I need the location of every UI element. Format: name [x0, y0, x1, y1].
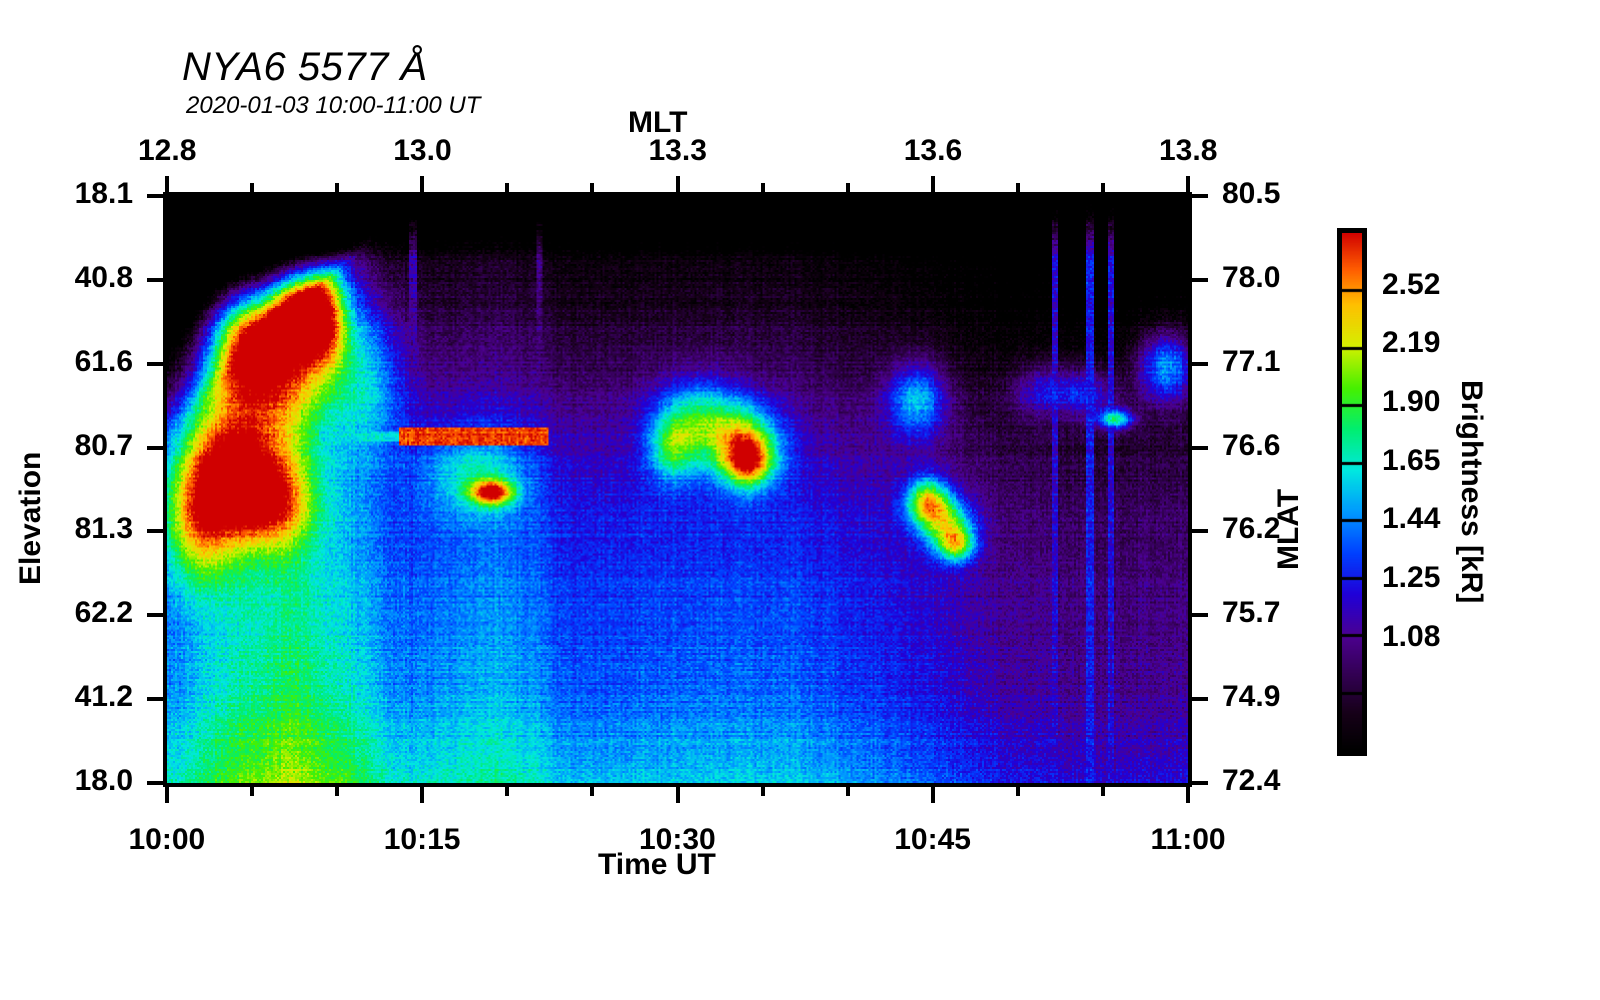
tick-mark	[147, 529, 165, 533]
time-axis-label: Time UT	[598, 848, 716, 881]
tick-mark	[147, 613, 165, 617]
tick-mark	[335, 785, 339, 796]
mlat-tick-label: 72.4	[1222, 764, 1281, 797]
mlt-tick-label: 13.3	[648, 134, 707, 167]
colorbar-tick-label: 2.52	[1382, 267, 1441, 301]
tick-mark	[1016, 785, 1020, 796]
time-tick-label: 10:00	[128, 823, 206, 856]
tick-mark	[420, 176, 424, 194]
tick-mark	[1190, 529, 1208, 533]
mlt-axis-label: MLT	[628, 106, 688, 139]
colorbar	[1337, 228, 1367, 756]
elevation-tick-label: 62.2	[74, 596, 133, 630]
tick-mark	[761, 183, 765, 194]
tick-mark	[761, 785, 765, 796]
tick-mark	[147, 362, 165, 366]
mlat-axis-label: MLAT	[1272, 488, 1305, 570]
tick-mark	[1190, 781, 1208, 785]
tick-mark	[335, 183, 339, 194]
tick-mark	[931, 785, 935, 803]
tick-mark	[1190, 194, 1208, 198]
time-tick-label: 10:30	[639, 823, 716, 856]
keogram-canvas	[167, 196, 1188, 783]
tick-mark	[147, 194, 165, 198]
tick-mark	[676, 785, 680, 803]
tick-mark	[165, 785, 169, 803]
tick-mark	[420, 785, 424, 803]
tick-mark	[846, 785, 850, 796]
tick-mark	[1190, 278, 1208, 282]
mlt-tick-label: 13.6	[903, 134, 963, 167]
elevation-tick-label: 40.8	[74, 260, 133, 294]
tick-mark	[846, 183, 850, 194]
colorbar-tick-label: 1.65	[1382, 443, 1441, 477]
tick-mark	[1190, 362, 1208, 366]
tick-mark	[1016, 183, 1020, 194]
tick-mark	[505, 183, 509, 194]
tick-mark	[1101, 183, 1105, 194]
elevation-tick-label: 18.1	[74, 177, 133, 210]
tick-mark	[147, 446, 165, 450]
mlt-tick-label: 12.8	[138, 134, 197, 167]
time-tick-label: 10:45	[894, 823, 971, 856]
mlat-tick-label: 76.2	[1222, 512, 1281, 546]
tick-mark	[1190, 697, 1208, 701]
colorbar-tick-label: 2.19	[1382, 326, 1441, 360]
tick-mark	[250, 183, 254, 194]
page-subtitle: 2020-01-03 10:00-11:00 UT	[186, 92, 481, 119]
colorbar-gradient	[1342, 233, 1362, 751]
tick-mark	[1186, 176, 1190, 194]
colorbar-tick-label: 1.25	[1382, 561, 1441, 595]
time-tick-label: 10:15	[383, 823, 461, 856]
mlat-tick-label: 74.9	[1222, 680, 1281, 714]
tick-mark	[147, 781, 165, 785]
colorbar-tick-label: 1.44	[1382, 502, 1441, 536]
tick-mark	[1190, 613, 1208, 617]
mlat-tick-label: 78.0	[1222, 260, 1281, 294]
colorbar-tick-label: 1.90	[1382, 384, 1441, 418]
keogram-image	[167, 196, 1188, 783]
elevation-axis-label: Elevation	[14, 451, 47, 585]
elevation-tick-label: 41.2	[74, 680, 133, 714]
tick-mark	[165, 176, 169, 194]
colorbar-axis-label: Brightness [kR]	[1455, 380, 1488, 604]
elevation-tick-label: 61.6	[74, 344, 133, 378]
mlt-tick-label: 13.8	[1159, 134, 1218, 167]
colorbar-tick-label: 1.08	[1382, 619, 1441, 653]
tick-mark	[590, 785, 594, 796]
tick-mark	[676, 176, 680, 194]
mlat-tick-label: 80.5	[1222, 177, 1281, 210]
tick-mark	[250, 785, 254, 796]
page-title: NYA6 5577 Å	[182, 45, 428, 89]
tick-mark	[931, 176, 935, 194]
elevation-tick-label: 80.7	[74, 428, 133, 462]
mlt-tick-label: 13.0	[393, 134, 452, 167]
tick-mark	[590, 183, 594, 194]
tick-mark	[505, 785, 509, 796]
elevation-tick-label: 18.0	[74, 764, 133, 797]
mlat-tick-label: 75.7	[1222, 596, 1281, 630]
tick-mark	[1101, 785, 1105, 796]
tick-mark	[1190, 446, 1208, 450]
time-tick-label: 11:00	[1150, 823, 1226, 856]
elevation-tick-label: 81.3	[74, 512, 133, 546]
tick-mark	[147, 697, 165, 701]
mlat-tick-label: 77.1	[1222, 344, 1281, 378]
mlat-tick-label: 76.6	[1222, 428, 1281, 462]
tick-mark	[1186, 785, 1190, 803]
tick-mark	[147, 278, 165, 282]
